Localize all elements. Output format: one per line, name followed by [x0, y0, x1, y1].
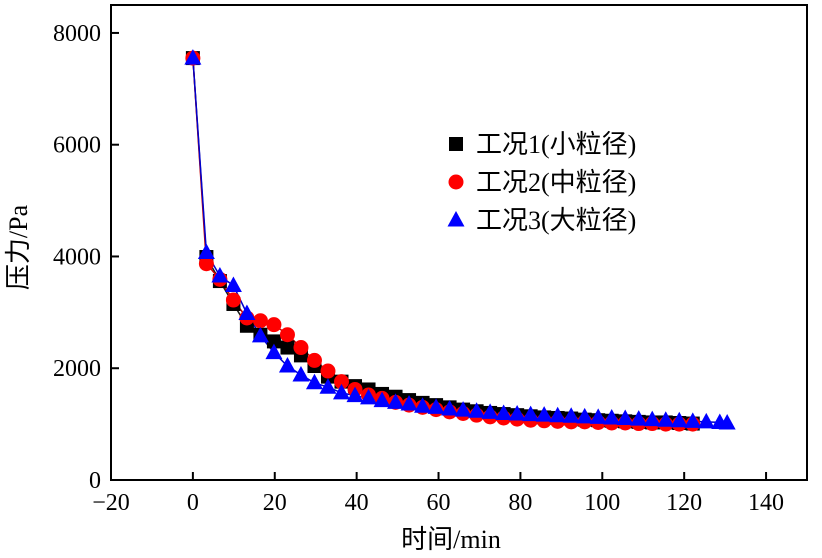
series-1-point — [266, 334, 281, 349]
series-2-point — [279, 327, 295, 343]
series-markers-layer — [184, 49, 736, 432]
series-3-point — [319, 378, 337, 394]
series-3-point — [224, 276, 242, 293]
series-3-point — [616, 409, 634, 426]
series-3-point — [508, 405, 526, 421]
series-3-point — [562, 407, 580, 423]
y-tick-label: 8000 — [53, 21, 101, 47]
series-2-point — [266, 317, 282, 333]
series-3-point — [481, 403, 499, 419]
legend-label-series-2: 工况2(中粒径) — [476, 168, 636, 197]
series-2-point — [198, 256, 214, 272]
legend-label-series-1: 工况1(小粒径) — [476, 130, 636, 159]
series-2-point — [225, 292, 241, 308]
series-3-point — [603, 408, 621, 425]
series-2-point — [252, 313, 268, 329]
series-3-point — [400, 395, 418, 411]
series-3-point — [454, 401, 472, 417]
series-3-point — [184, 49, 202, 65]
x-tick-label: 40 — [345, 490, 369, 516]
y-tick-label: 6000 — [53, 133, 101, 159]
x-tick-label: 140 — [748, 490, 784, 516]
y-axis-label: 压力/Pa — [4, 204, 33, 290]
series-3-point — [305, 373, 323, 390]
series-3-point — [278, 357, 296, 373]
y-tick-label: 4000 — [53, 244, 101, 270]
series-3-point — [535, 406, 553, 422]
series-3-point — [468, 402, 486, 418]
y-tick-label: 2000 — [53, 356, 101, 382]
legend: 工况1(小粒径) 工况2(中粒径) 工况3(大粒径) — [447, 130, 636, 235]
series-3-point — [630, 410, 648, 426]
series-lines-layer — [192, 58, 728, 425]
x-axis: −20 0 20 40 60 80 100 120 140 — [92, 472, 784, 516]
x-tick-label: 20 — [263, 490, 287, 516]
series-3-point — [718, 414, 736, 430]
series-3-point — [414, 397, 432, 413]
series-3-point — [346, 386, 364, 403]
y-tick-label: 0 — [89, 468, 101, 494]
series-3-point — [373, 391, 391, 408]
legend-marker-series-2 — [448, 174, 464, 190]
series-3-point — [197, 243, 215, 260]
x-tick-label: 60 — [427, 490, 451, 516]
legend-marker-series-1 — [449, 137, 463, 151]
x-tick-label: 0 — [187, 490, 199, 516]
series-3-point — [697, 412, 715, 429]
x-tick-label: 100 — [584, 490, 620, 516]
series-3-point — [657, 411, 675, 427]
series-2-point — [306, 352, 322, 368]
series-3-point — [495, 404, 513, 420]
series-1-line — [192, 58, 693, 425]
series-3-point — [670, 411, 688, 428]
series-3-point — [522, 405, 540, 422]
legend-marker-series-3 — [447, 211, 465, 227]
series-2-point — [320, 363, 336, 379]
series-3-point — [251, 326, 269, 343]
series-3-point — [441, 400, 459, 416]
series-3-point — [387, 393, 405, 409]
series-3-point — [427, 398, 445, 414]
series-3-point — [211, 267, 229, 283]
series-3-point — [589, 408, 607, 424]
series-3-point — [576, 407, 594, 424]
y-axis: 0 2000 4000 6000 8000 — [53, 21, 119, 494]
series-3-line — [192, 58, 728, 424]
series-3-point — [549, 406, 567, 423]
series-3-point — [292, 365, 310, 382]
series-2-line — [192, 58, 693, 425]
x-tick-label: 120 — [666, 490, 702, 516]
x-tick-label: 80 — [508, 490, 532, 516]
series-3-point — [643, 410, 661, 427]
series-2-point — [293, 340, 309, 356]
series-3-point — [332, 383, 350, 400]
plot-frame — [110, 4, 808, 481]
series-3-point — [238, 304, 256, 320]
series-3-point — [684, 412, 702, 428]
series-3-point — [265, 343, 283, 360]
x-tick-label: −20 — [92, 490, 130, 516]
series-3-point — [360, 388, 378, 405]
legend-label-series-3: 工况3(大粒径) — [476, 206, 636, 235]
x-axis-label: 时间/min — [401, 525, 501, 554]
series-1-point — [280, 340, 295, 355]
series-2-point — [333, 374, 349, 390]
